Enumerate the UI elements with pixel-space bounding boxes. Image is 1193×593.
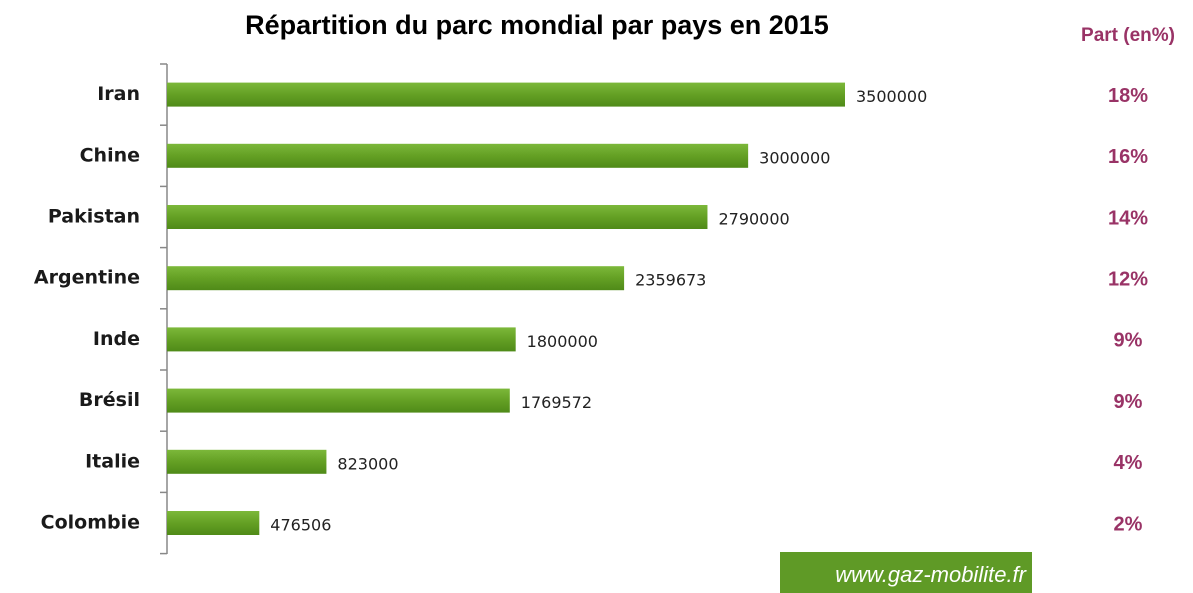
- y-tick-label: Iran: [97, 83, 140, 105]
- y-tick-label: Colombie: [41, 512, 140, 534]
- watermark-box: [780, 552, 1032, 593]
- data-label: 2790000: [718, 210, 789, 229]
- data-label: 2359673: [635, 271, 706, 290]
- bar: [167, 143, 749, 168]
- y-tick-label: Pakistan: [48, 206, 140, 228]
- data-label: 823000: [337, 454, 398, 473]
- y-tick-label: Italie: [85, 450, 140, 472]
- share-label: 16%: [1108, 146, 1148, 168]
- share-label: 9%: [1114, 330, 1143, 352]
- data-label: 476506: [270, 516, 331, 535]
- bar: [167, 327, 516, 352]
- bar: [167, 266, 625, 291]
- share-title: Part (en%): [1081, 25, 1175, 46]
- share-label: 2%: [1114, 513, 1143, 535]
- y-tick-label: Chine: [80, 144, 140, 166]
- watermark: www.gaz-mobilite.fr: [835, 562, 1027, 587]
- data-label: 3500000: [856, 87, 927, 106]
- share-label: 12%: [1108, 268, 1148, 290]
- y-tick-label: Inde: [93, 328, 140, 350]
- bar: [167, 449, 327, 474]
- data-label: 1800000: [527, 332, 598, 351]
- share-label: 9%: [1114, 391, 1143, 413]
- y-tick-label: Argentine: [34, 267, 140, 289]
- bar: [167, 82, 845, 107]
- data-label: 1769572: [521, 393, 592, 412]
- bar: [167, 205, 708, 229]
- bar: [167, 511, 260, 535]
- share-label: 14%: [1108, 207, 1148, 229]
- chart-title: Répartition du parc mondial par pays en …: [245, 10, 829, 40]
- data-label: 3000000: [759, 148, 830, 167]
- y-tick-label: Brésil: [79, 389, 140, 411]
- share-label: 18%: [1108, 85, 1148, 107]
- share-label: 4%: [1114, 452, 1143, 474]
- bar: [167, 388, 510, 413]
